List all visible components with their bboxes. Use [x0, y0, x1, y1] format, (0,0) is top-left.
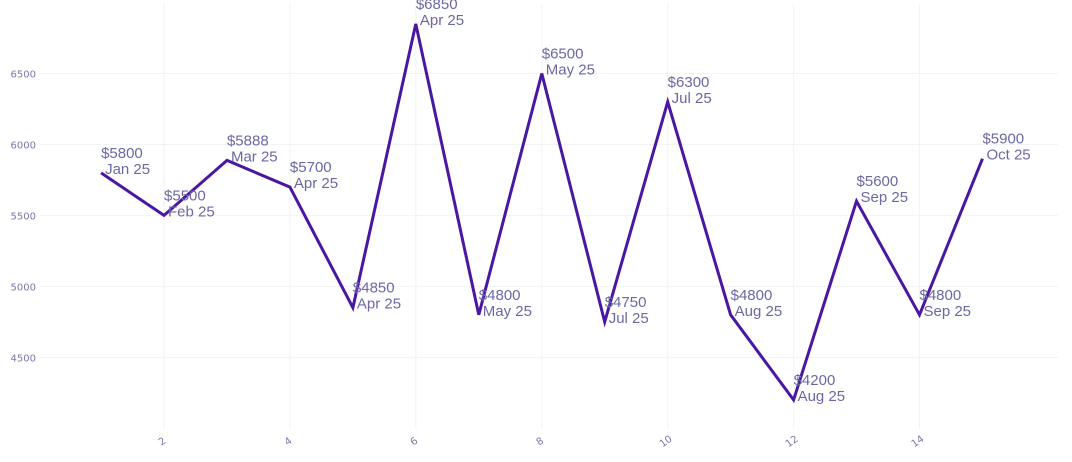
data-label-date: Jan 25: [105, 161, 150, 178]
x-tick-label: 6: [409, 436, 421, 449]
data-label-date: Apr 25: [294, 175, 338, 192]
data-label-value: $5700: [290, 159, 332, 176]
series-line: [100, 23, 984, 404]
data-label-date: Jul 25: [609, 310, 649, 327]
data-label-date: Aug 25: [798, 388, 846, 405]
data-label-date: Apr 25: [357, 296, 401, 313]
x-tick-label: 2: [157, 436, 169, 449]
data-label-date: Jul 25: [672, 90, 712, 107]
data-label-date: Apr 25: [420, 12, 464, 29]
x-tick-label: 12: [784, 434, 801, 450]
data-label-value: $4850: [353, 280, 395, 297]
data-label-value: $5600: [857, 173, 899, 190]
data-label-value: $4200: [794, 372, 836, 389]
data-label-value: $6300: [668, 74, 710, 91]
data-label-date: May 25: [483, 303, 532, 320]
data-label-value: $6500: [542, 46, 584, 63]
y-tick-label: 4500: [11, 353, 36, 364]
data-label-value: $5500: [164, 187, 206, 204]
data-label-value: $4800: [479, 287, 521, 304]
data-label-date: Sep 25: [861, 189, 909, 206]
x-tick-label: 14: [910, 434, 927, 450]
y-axis-ticks: 4500 5000 5500 6000 6500: [11, 70, 36, 365]
x-tick-label: 4: [283, 436, 295, 449]
data-label-date: Aug 25: [735, 303, 783, 320]
data-label-date: Sep 25: [923, 303, 971, 320]
data-label-value: $4800: [919, 287, 961, 304]
y-tick-label: 5500: [11, 211, 36, 222]
data-label-value: $4750: [605, 294, 647, 311]
y-tick-label: 6500: [11, 70, 36, 81]
data-label-value: $6850: [416, 0, 458, 13]
data-label-date: May 25: [546, 62, 595, 79]
x-tick-label: 8: [535, 436, 547, 449]
data-label-value: $5800: [101, 145, 143, 162]
data-label-value: $5888: [227, 132, 269, 149]
y-tick-label: 6000: [11, 140, 36, 151]
y-tick-label: 5000: [11, 282, 36, 293]
data-label-value: $5900: [982, 131, 1024, 148]
data-label-date: Feb 25: [168, 203, 215, 220]
x-tick-label: 10: [658, 434, 675, 450]
x-axis-ticks: 2 4 6 8 10 12 14: [157, 434, 927, 450]
data-label-date: Mar 25: [231, 148, 278, 165]
data-label-date: Oct 25: [986, 147, 1030, 164]
data-label-value: $4800: [731, 287, 773, 304]
